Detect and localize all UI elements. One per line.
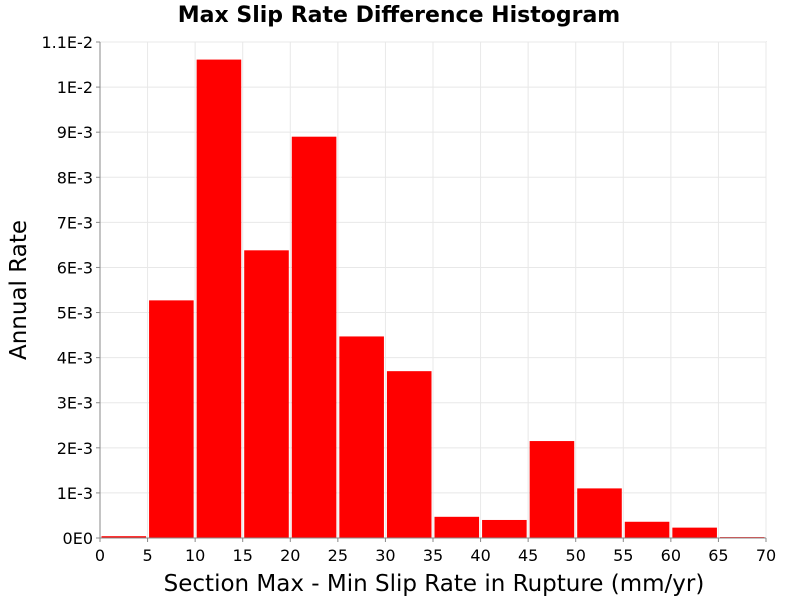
y-tick-label: 1E-3 — [57, 484, 93, 503]
x-tick-label: 0 — [95, 546, 105, 565]
x-tick-label: 25 — [328, 546, 348, 565]
x-tick-label: 10 — [185, 546, 205, 565]
y-axis-label: Annual Rate — [6, 220, 32, 360]
histogram-bar — [482, 519, 527, 538]
x-tick-label: 40 — [470, 546, 490, 565]
histogram-bars — [101, 59, 765, 539]
histogram-bar — [291, 136, 337, 538]
x-tick-label: 55 — [613, 546, 633, 565]
histogram-bar — [577, 488, 622, 538]
histogram-bar — [386, 371, 432, 538]
x-tick-label: 20 — [280, 546, 300, 565]
histogram-bar — [624, 521, 670, 538]
x-tick-label: 15 — [233, 546, 253, 565]
x-tick-label: 50 — [566, 546, 586, 565]
y-tick-label: 8E-3 — [57, 168, 93, 187]
y-tick-label: 5E-3 — [57, 304, 93, 323]
y-tick-label: 9E-3 — [57, 123, 93, 142]
histogram-bar — [244, 250, 289, 538]
y-tick-label: 6E-3 — [57, 258, 93, 277]
x-tick-label: 60 — [661, 546, 681, 565]
histogram-bar — [434, 516, 480, 538]
x-tick-label: 70 — [756, 546, 776, 565]
y-tick-label: 3E-3 — [57, 394, 93, 413]
chart-title: Max Slip Rate Difference Histogram — [178, 3, 620, 28]
histogram-bar — [101, 536, 147, 538]
histogram-bar — [339, 336, 384, 538]
histogram-bar — [149, 300, 194, 538]
y-tick-label: 2E-3 — [57, 439, 93, 458]
histogram-bar — [672, 527, 717, 538]
x-tick-label: 5 — [142, 546, 152, 565]
y-tick-label: 7E-3 — [57, 213, 93, 232]
y-tick-labels: 0E0 1E-3 2E-3 3E-3 4E-3 5E-3 6E-3 7E-3 8E-3 9E-3 1… — [41, 33, 93, 548]
y-tick-label: 4E-3 — [57, 349, 93, 368]
y-tick-label: 0E0 — [63, 529, 93, 548]
x-tick-label: 35 — [423, 546, 443, 565]
x-tick-label: 45 — [518, 546, 538, 565]
y-tick-label: 1.1E-2 — [41, 33, 93, 52]
x-axis-label: Section Max - Min Slip Rate in Rupture (… — [164, 571, 705, 597]
histogram-bar — [196, 59, 242, 539]
x-tick-label: 65 — [708, 546, 728, 565]
x-tick-labels: 0 5 10 15 20 25 30 35 40 45 50 55 60 65 70 — [95, 546, 776, 565]
y-tick-label: 1E-2 — [57, 78, 93, 97]
histogram-bar — [529, 441, 575, 538]
axes — [96, 41, 767, 542]
x-tick-label: 30 — [375, 546, 395, 565]
